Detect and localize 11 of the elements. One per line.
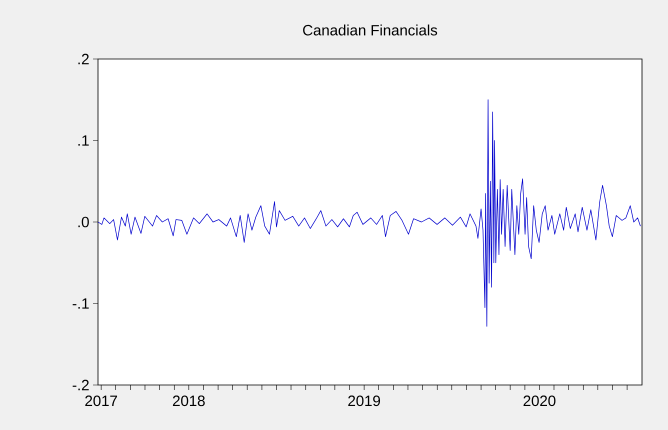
y-tick-label: -.2 [72,380,89,390]
line-series [98,99,641,327]
x-tick-label: 2017 [85,396,118,406]
x-tick-label: 2020 [524,396,556,406]
chart-title: Canadian Financials [303,24,438,36]
y-tick-label: .1 [78,135,89,146]
x-tick-label: 2019 [348,396,380,406]
y-tick-label: .2 [78,54,89,64]
y-tick-label: -.1 [72,298,89,309]
x-tick-label: 2018 [172,396,205,406]
y-tick-label: .0 [78,216,89,228]
